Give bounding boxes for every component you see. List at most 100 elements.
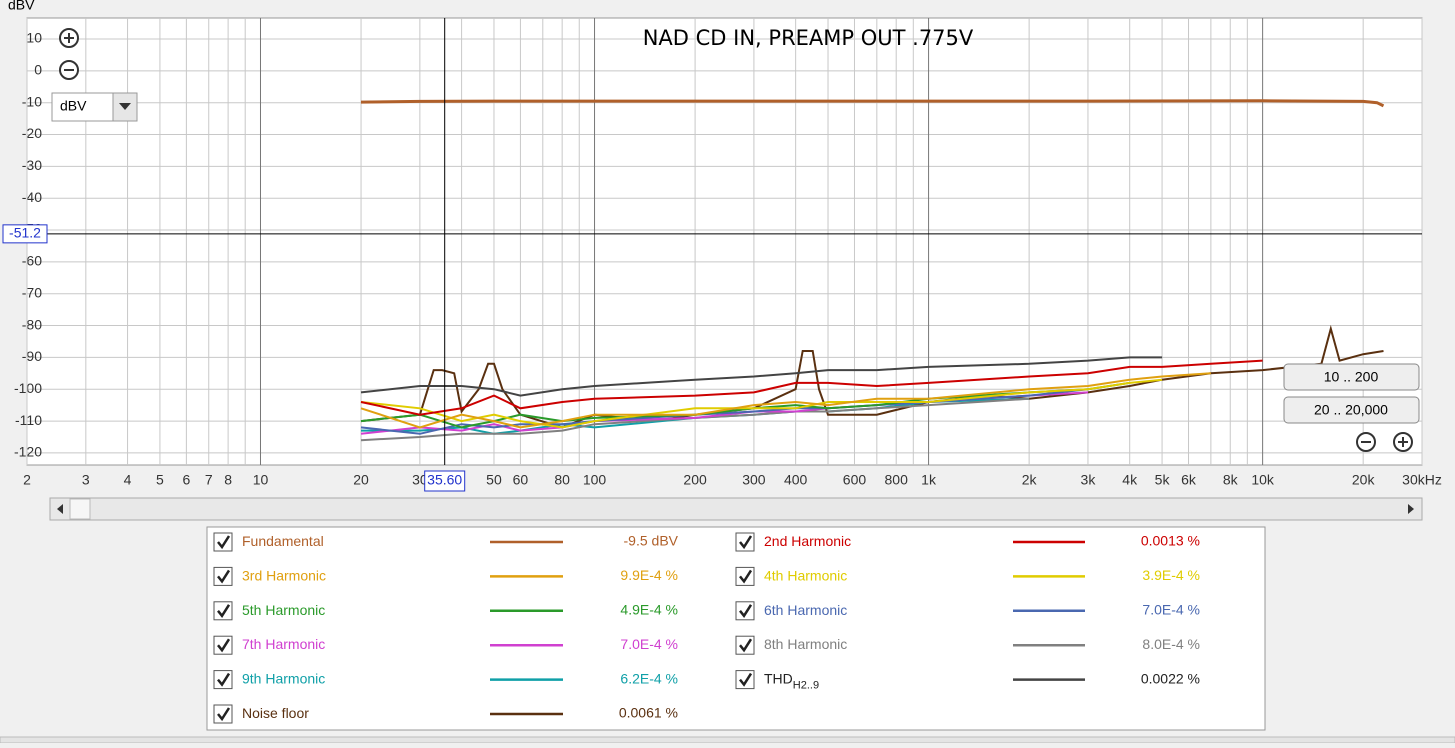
legend-name-text: 2nd Harmonic [764, 533, 851, 549]
checkbox-check [217, 707, 231, 722]
x-tick-label: 8k [1223, 472, 1239, 488]
y-tick-label: -20 [22, 125, 42, 141]
legend [206, 526, 1266, 731]
zoom-in[interactable] [59, 28, 79, 48]
checkbox-check [739, 569, 753, 584]
checkbox-check [217, 638, 231, 653]
x-tick-label: 30kHz [1402, 472, 1442, 488]
checkbox-check [217, 604, 231, 618]
legend-checkbox[interactable] [735, 601, 755, 621]
trace [360, 356, 1163, 397]
x-zoom-out[interactable] [1356, 432, 1376, 452]
x-tick-label: 200 [683, 472, 707, 488]
legend-checkbox[interactable] [735, 635, 755, 655]
y-tick-label: -30 [22, 157, 42, 173]
cursor-x-box [424, 470, 466, 492]
legend-reading: 7.0E-4 % [1142, 602, 1200, 618]
x-tick-label: 8 [224, 472, 232, 488]
legend-checkbox[interactable] [213, 601, 233, 621]
legend-name: 5th Harmonic [242, 602, 325, 618]
checkbox-box [735, 532, 755, 552]
unit-dropdown-label: dBV [60, 98, 87, 114]
overlay: -51.2 35.60 [2, 18, 1422, 492]
legend-checkbox[interactable] [213, 532, 233, 552]
legend-checkbox[interactable] [735, 670, 755, 690]
checkbox-box [735, 635, 755, 655]
x-zoom-in[interactable] [1393, 432, 1413, 452]
x-tick-label: 3 [82, 472, 90, 488]
legend-checkbox[interactable] [735, 532, 755, 552]
x-tick-label: 5k [1155, 472, 1171, 488]
legend-name: 2nd Harmonic [764, 533, 851, 549]
legend-name: 9th Harmonic [242, 670, 325, 686]
legend-reading: 7.0E-4 % [620, 636, 678, 652]
trace [360, 372, 1211, 429]
legend-checkbox[interactable] [213, 635, 233, 655]
zoom-out[interactable] [59, 60, 79, 80]
checkbox-box [213, 601, 233, 621]
y-tick-label: -90 [22, 348, 42, 364]
x-tick-label: 60 [513, 472, 529, 488]
legend-checkbox[interactable] [213, 670, 233, 690]
legend-reading: 3.9E-4 % [1142, 567, 1200, 583]
y-tick-label: -100 [14, 380, 42, 396]
legend-reading: 9.9E-4 % [620, 567, 678, 583]
legend-checkbox[interactable] [213, 566, 233, 586]
x-tick-label: 5 [156, 472, 164, 488]
plot-area [26, 17, 1423, 466]
y-axis-label: dBV [8, 0, 35, 13]
trace [360, 99, 1385, 108]
legend-reading: -9.5 dBV [624, 533, 679, 549]
unit-dropdown[interactable]: dBV [51, 92, 138, 122]
y-tick-label: -120 [14, 444, 42, 460]
scrollbar[interactable] [49, 497, 1423, 521]
trace [360, 359, 1263, 416]
trace [360, 381, 1130, 429]
legend-reading: 4.9E-4 % [620, 602, 678, 618]
checkbox-check [217, 535, 231, 550]
x-tick-label: 80 [554, 472, 570, 488]
checkbox-box [213, 566, 233, 586]
y-tick-label: -70 [22, 284, 42, 300]
x-tick-label: 20k [1352, 472, 1376, 488]
legend-checkbox[interactable] [213, 704, 233, 724]
trace [360, 378, 1163, 429]
checkbox-check [217, 672, 231, 687]
x-tick-label: 400 [784, 472, 808, 488]
legend-name-text: 4th Harmonic [764, 567, 847, 583]
checkbox-check [217, 569, 231, 584]
checkbox-box [735, 670, 755, 690]
legend-name-text: 9th Harmonic [242, 670, 325, 686]
range-button-label: 10 .. 200 [1324, 369, 1379, 385]
legend-name: THDH2..9 [764, 670, 819, 691]
legend-name-text: 7th Harmonic [242, 636, 325, 652]
range-button[interactable]: 10 .. 200 [1283, 363, 1420, 391]
legend-name-text: THD [764, 670, 793, 686]
x-tick-label: 7 [205, 472, 213, 488]
legend-name: 7th Harmonic [242, 636, 325, 652]
legend-name-sub: H2..9 [793, 680, 819, 692]
legend-name: 8th Harmonic [764, 636, 847, 652]
y-tick-label: -60 [22, 253, 42, 269]
x-tick-label: 6 [182, 472, 190, 488]
status-bar [0, 736, 1455, 744]
trace [360, 397, 1030, 442]
checkbox-box [735, 566, 755, 586]
legend-name: 3rd Harmonic [242, 567, 326, 583]
legend-checkbox[interactable] [735, 566, 755, 586]
checkbox-check [739, 535, 753, 550]
legend-name-text: 6th Harmonic [764, 602, 847, 618]
checkbox-box [213, 635, 233, 655]
range-button[interactable]: 20 .. 20,000 [1283, 396, 1420, 424]
x-tick-label: 1k [921, 472, 937, 488]
y-tick-label: -10 [22, 93, 42, 109]
checkbox-check [739, 638, 753, 653]
x-tick-label: 600 [843, 472, 867, 488]
y-tick-label: -110 [15, 412, 42, 428]
x-tick-label: 2k [1022, 472, 1038, 488]
x-tick-label: 50 [486, 472, 502, 488]
checkbox-box [213, 532, 233, 552]
y-tick-label: -40 [22, 189, 42, 205]
checkbox-check [739, 672, 753, 687]
checkbox-box [735, 601, 755, 621]
